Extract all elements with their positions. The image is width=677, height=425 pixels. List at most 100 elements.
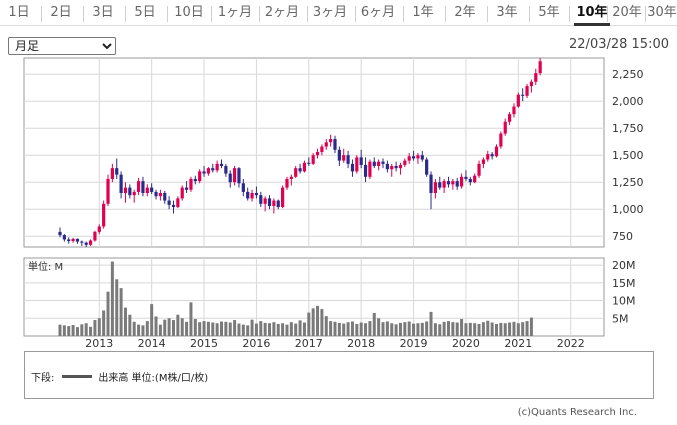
tab-0[interactable]: 1日	[8, 5, 30, 20]
volume-bar	[237, 323, 241, 336]
x-tick-label: 2015	[190, 337, 218, 350]
candle-down	[58, 231, 62, 236]
candle-down	[276, 200, 280, 208]
tab-separator	[355, 6, 356, 22]
candle-up	[534, 73, 538, 82]
candle-up	[390, 166, 394, 170]
price-y-tick-label: 1,500	[612, 149, 644, 162]
bar-interval-select[interactable]: 月足	[8, 37, 116, 55]
volume-bar	[220, 321, 224, 336]
candle-up	[403, 160, 407, 165]
volume-bar	[241, 324, 245, 336]
volume-y-tick-label: 15M	[612, 277, 636, 290]
candle-up	[486, 154, 490, 160]
volume-bar	[468, 322, 472, 336]
candle-down	[363, 164, 368, 177]
tab-15[interactable]: 30年	[647, 5, 677, 20]
candle-up	[433, 182, 437, 193]
volume-bar	[320, 309, 324, 336]
volume-bar	[499, 322, 503, 336]
candle-up	[88, 240, 93, 245]
tab-9[interactable]: 1年	[412, 5, 434, 20]
tab-13[interactable]: 10年	[576, 5, 608, 20]
volume-bar	[119, 288, 123, 336]
candle-up	[281, 187, 285, 208]
volume-bar	[276, 323, 280, 336]
candle-down	[446, 181, 451, 185]
tab-7[interactable]: 3ヶ月	[312, 5, 348, 20]
volume-bar	[342, 323, 346, 336]
tab-10[interactable]: 2年	[454, 5, 476, 20]
candle-up	[377, 161, 381, 166]
candle-down	[246, 191, 250, 199]
tab-5[interactable]: 1ヶ月	[217, 5, 253, 20]
candle-up	[315, 151, 320, 156]
tab-3[interactable]: 5日	[134, 5, 156, 20]
tab-2[interactable]: 3日	[92, 5, 114, 20]
candle-down	[490, 154, 494, 157]
candle-up	[473, 175, 477, 183]
volume-bar	[89, 326, 93, 336]
candle-up	[233, 168, 237, 183]
volume-bar	[185, 321, 189, 336]
candle-up	[525, 86, 529, 96]
candle-up	[110, 168, 114, 179]
price-y-tick-label: 1,000	[612, 203, 644, 216]
price-y-tick-label: 2,000	[612, 95, 644, 108]
candle-down	[350, 163, 355, 172]
volume-bar	[333, 321, 337, 336]
x-tick-label: 2014	[138, 337, 166, 350]
volume-bar	[495, 323, 498, 336]
volume-bar	[58, 324, 62, 336]
tab-14[interactable]: 20年	[612, 5, 642, 20]
candle-down	[267, 198, 272, 206]
volume-bar	[486, 320, 490, 336]
price-y-tick-label: 750	[612, 230, 633, 243]
candle-down	[381, 161, 385, 164]
tab-separator	[403, 6, 404, 22]
candle-down	[67, 239, 71, 242]
candle-up	[442, 181, 446, 188]
volume-bar	[254, 323, 258, 336]
volume-bar	[516, 323, 520, 336]
volume-bar	[337, 322, 341, 336]
volume-bar	[106, 291, 110, 336]
candle-down	[193, 178, 197, 182]
timestamp: 22/03/28 15:00	[569, 37, 669, 52]
volume-bar	[364, 323, 368, 336]
volume-bar	[233, 320, 237, 336]
volume-bar	[285, 324, 289, 336]
volume-bar	[503, 323, 507, 336]
price-y-tick-label: 1,750	[612, 122, 644, 135]
volume-bar	[154, 316, 158, 336]
price-panel-frame	[23, 57, 605, 248]
candle-up	[180, 187, 184, 199]
tab-4[interactable]: 10日	[174, 5, 204, 20]
volume-bar	[268, 323, 272, 336]
candle-down	[119, 174, 123, 193]
volume-bar	[294, 323, 298, 336]
x-tick-label: 2022	[557, 337, 585, 350]
tab-12[interactable]: 5年	[538, 5, 560, 20]
tab-1[interactable]: 2日	[50, 5, 72, 20]
volume-bar	[368, 321, 372, 336]
candle-down	[228, 173, 232, 183]
stock-chart: 750 1,000 1,250 1,500 1,750 2,000 2,250 5M 10M 15…	[23, 57, 644, 350]
tab-6[interactable]: 2ヶ月	[264, 5, 300, 20]
candle-down	[62, 235, 66, 240]
volume-bar	[224, 321, 228, 336]
tab-separator	[125, 6, 126, 22]
candle-up	[538, 61, 542, 74]
volume-bar	[529, 317, 533, 336]
volume-bar	[180, 318, 184, 336]
volume-bar	[163, 319, 167, 336]
tab-11[interactable]: 3年	[496, 5, 518, 20]
tab-8[interactable]: 6ヶ月	[360, 5, 396, 20]
candle-down	[154, 191, 158, 197]
candle-up	[342, 155, 346, 161]
candle-down	[385, 163, 389, 170]
candle-up	[529, 81, 534, 87]
candle-down	[241, 183, 245, 192]
candle-up	[516, 94, 520, 107]
copyright: (c)Quants Research Inc.	[517, 407, 637, 418]
